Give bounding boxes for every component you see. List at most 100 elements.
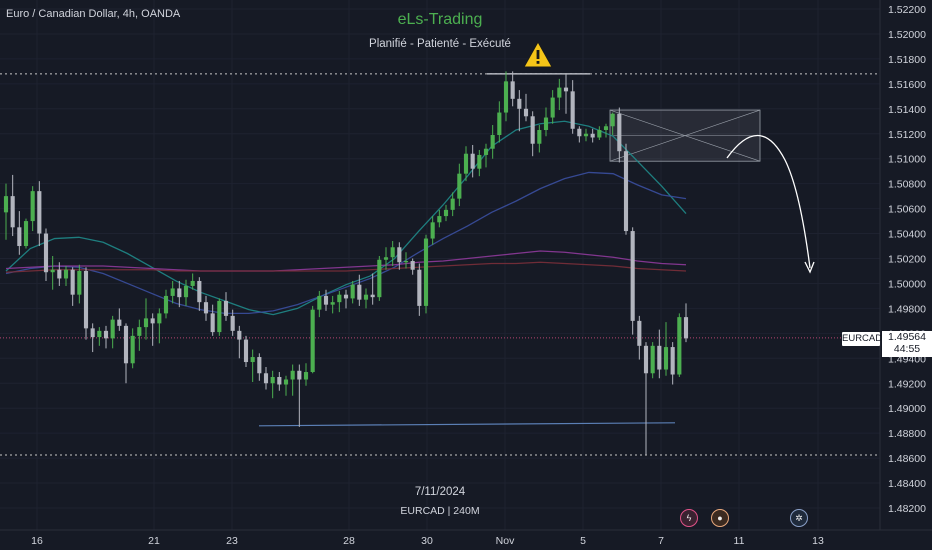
candle-body xyxy=(423,238,429,306)
candle-body xyxy=(390,247,395,258)
time-tick-label: 23 xyxy=(226,535,238,547)
candle-body xyxy=(3,196,9,213)
candle-body xyxy=(217,300,222,333)
candle-body xyxy=(130,335,135,364)
candle-body xyxy=(263,373,269,384)
candle-body xyxy=(383,257,389,260)
candle-body xyxy=(210,313,215,333)
candle-body xyxy=(10,196,15,228)
candle-body xyxy=(90,328,95,338)
price-tick-label: 1.50800 xyxy=(888,179,926,191)
candle-body xyxy=(477,154,482,169)
candle-body xyxy=(583,133,589,137)
candle-body xyxy=(157,313,162,324)
candle-body xyxy=(630,231,635,321)
price-tick-label: 1.50200 xyxy=(888,254,926,266)
candle-body xyxy=(530,116,535,144)
candle-body xyxy=(603,126,609,131)
bar-countdown: 44:55 xyxy=(893,343,921,355)
candle-body xyxy=(543,117,549,131)
lightning-event-icon[interactable]: ϟ xyxy=(680,509,698,527)
candle-body xyxy=(37,191,42,234)
candle-body xyxy=(410,260,415,270)
candles xyxy=(3,71,689,455)
candle-body xyxy=(357,284,362,300)
candle-body xyxy=(43,233,49,273)
candle-body xyxy=(63,269,69,279)
candle-body xyxy=(537,130,542,144)
support-trendline xyxy=(258,422,676,427)
grid xyxy=(0,0,880,530)
time-tick-label: Nov xyxy=(496,535,515,547)
tagline: Planifié - Patienté - Exécuté xyxy=(369,38,511,50)
price-tick-label: 1.48400 xyxy=(888,478,926,490)
candle-body xyxy=(403,260,409,263)
candle-body xyxy=(517,98,522,109)
candle-body xyxy=(237,330,242,340)
ticker-label: EURCAD | 240M xyxy=(400,505,480,517)
candle-body xyxy=(23,221,29,247)
price-tick-label: 1.49000 xyxy=(888,403,926,415)
candle-body xyxy=(283,379,289,385)
candle-body xyxy=(30,191,35,222)
candle-body xyxy=(290,370,295,380)
price-axis[interactable]: 1.52200 1.52000 1.51800 1.51600 1.51400 1.512… xyxy=(879,0,926,530)
projection-arrow xyxy=(726,134,815,274)
price-tick-label: 1.51600 xyxy=(888,79,926,91)
candle-body xyxy=(170,288,175,296)
candle-body xyxy=(470,153,475,169)
candle-body xyxy=(443,209,449,217)
moving-average-line xyxy=(5,171,687,315)
candle-body xyxy=(297,370,302,380)
candle-body xyxy=(183,285,189,298)
candle-body xyxy=(190,280,195,286)
candle-body xyxy=(370,294,375,298)
candle-body xyxy=(123,325,129,364)
candle-body xyxy=(310,309,315,373)
candle-body xyxy=(430,222,435,239)
candle-body xyxy=(50,269,55,273)
time-tick-label: 21 xyxy=(148,535,160,547)
price-tick-label: 1.51000 xyxy=(888,154,926,166)
candle-body xyxy=(150,318,155,324)
time-tick-label: 11 xyxy=(734,535,745,547)
price-tick-label: 1.52200 xyxy=(888,4,926,16)
gear-event-icon[interactable]: ✲ xyxy=(790,509,808,527)
candle-body xyxy=(677,317,682,375)
date-label: 7/11/2024 xyxy=(414,486,466,498)
candle-body xyxy=(597,130,602,138)
time-tick-label: 30 xyxy=(421,535,433,547)
candle-body xyxy=(203,302,209,314)
candle-body xyxy=(117,319,122,326)
candle-body xyxy=(437,216,442,223)
price-tick-label: 1.51200 xyxy=(888,129,926,141)
candle-body xyxy=(450,198,455,210)
candle-body xyxy=(70,269,75,295)
supply-zone xyxy=(609,109,761,162)
candle-body xyxy=(243,339,249,363)
time-axis[interactable]: 16 21 23 28 30 Nov 5 7 11 13 xyxy=(0,529,932,547)
candle-body xyxy=(277,377,282,385)
symbol-title: Euro / Canadian Dollar, 4h, OANDA xyxy=(6,8,181,20)
candle-body xyxy=(590,133,595,138)
moving-averages xyxy=(5,120,687,316)
current-price-tag: 1.49564 44:55 xyxy=(882,331,932,357)
price-tick-label: 1.50600 xyxy=(888,204,926,216)
candle-body xyxy=(270,377,275,384)
candle-body xyxy=(577,128,582,137)
candle-body xyxy=(670,347,675,375)
candle-body xyxy=(457,173,462,199)
candle-body xyxy=(563,87,569,92)
time-tick-label: 7 xyxy=(658,535,664,547)
candle-body xyxy=(143,318,149,328)
candle-body xyxy=(230,315,235,331)
candle-body xyxy=(610,113,615,127)
candle-body xyxy=(337,294,342,303)
brand-title: eLs-Trading xyxy=(397,11,483,28)
time-tick-label: 16 xyxy=(31,535,43,547)
candle-body xyxy=(303,372,309,380)
person-event-icon[interactable]: ● xyxy=(711,509,729,527)
candle-body xyxy=(483,148,489,155)
arrow-path xyxy=(726,134,811,269)
